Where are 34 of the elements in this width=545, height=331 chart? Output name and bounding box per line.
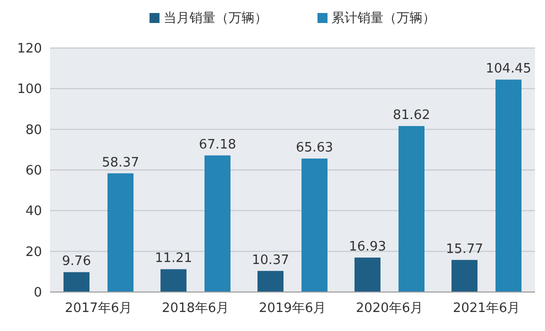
y-tick-label: 60 [25, 164, 42, 178]
legend-label: 累计销量（万辆） [332, 11, 436, 26]
data-label: 58.37 [102, 155, 140, 170]
data-label: 104.45 [486, 62, 532, 77]
x-tick-label: 2018年6月 [162, 301, 230, 316]
bar [64, 272, 90, 292]
x-tick-label: 2020年6月 [356, 301, 424, 316]
bar [160, 269, 186, 292]
x-tick-label: 2021年6月 [452, 301, 520, 316]
y-tick-label: 120 [17, 42, 42, 56]
y-tick-label: 40 [25, 204, 42, 220]
x-tick-label: 2019年6月 [258, 301, 326, 316]
data-label: 9.76 [62, 254, 91, 270]
legend-label: 当月销量（万辆） [164, 11, 268, 26]
bar [354, 258, 380, 292]
y-tick-label: 0 [34, 286, 42, 300]
bar [496, 80, 522, 292]
data-label: 65.63 [296, 140, 334, 156]
y-tick-label: 20 [25, 244, 42, 260]
bar [204, 155, 230, 292]
data-label: 15.77 [446, 242, 484, 257]
bar [452, 260, 478, 292]
y-tick-label: 80 [25, 122, 42, 138]
data-label: 67.18 [198, 137, 236, 152]
data-label: 16.93 [348, 240, 386, 255]
data-label: 11.21 [154, 251, 192, 266]
x-tick-label: 2017年6月 [64, 301, 132, 316]
bar [302, 158, 328, 292]
y-tick-label: 100 [17, 82, 42, 98]
data-label: 81.62 [392, 108, 430, 124]
bar [108, 173, 134, 292]
bar [258, 270, 284, 292]
data-label: 10.37 [252, 252, 290, 268]
bar [398, 126, 424, 292]
